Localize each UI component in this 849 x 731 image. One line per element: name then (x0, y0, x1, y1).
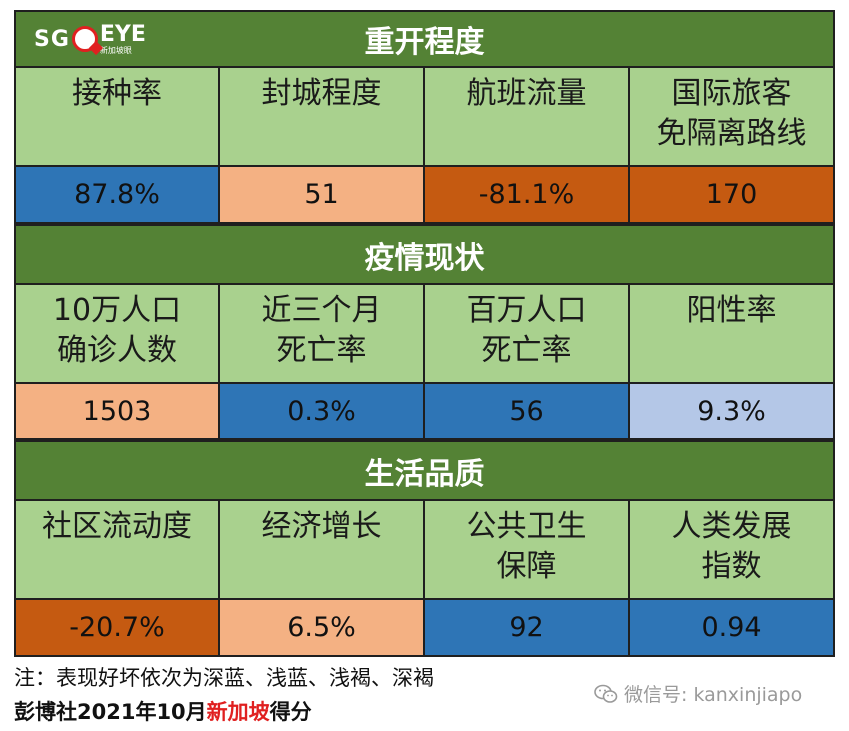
magnifier-icon (71, 26, 98, 52)
label-healthcare-coverage: 公共卫生 保障 (425, 501, 628, 598)
value-flight-capacity: -81.1% (425, 167, 628, 222)
value-vaccination-rate: 87.8% (16, 167, 218, 222)
value-vaccinated-travel-routes: 170 (630, 167, 833, 222)
label-lockdown-severity: 封城程度 (220, 68, 423, 165)
label-line: 社区流动度 (42, 509, 192, 544)
source-suffix: 得分 (269, 700, 312, 724)
label-human-development-index: 人类发展 指数 (630, 501, 833, 598)
value-deaths-per-million: 56 (425, 384, 628, 438)
score-table: 重开程度 接种率 封城程度 航班流量 国际旅客 免隔离路线 87.8% 51 -… (14, 10, 835, 657)
label-line: 保障 (496, 549, 557, 584)
label-line: 指数 (701, 549, 762, 584)
section-reopening: 重开程度 接种率 封城程度 航班流量 国际旅客 免隔离路线 87.8% 51 -… (14, 10, 835, 224)
value-healthcare-coverage: 92 (425, 600, 628, 655)
label-line: 人类发展 (671, 509, 792, 544)
value-three-month-fatality: 0.3% (220, 384, 423, 438)
label-line: 经济增长 (261, 509, 382, 544)
wechat-icon (594, 684, 618, 703)
value-economic-growth: 6.5% (220, 600, 423, 655)
logo-subtitle: 新加坡眼 (99, 45, 132, 55)
value-community-mobility: -20.7% (16, 600, 218, 655)
value-positive-rate: 9.3% (630, 384, 833, 438)
label-deaths-per-million: 百万人口 死亡率 (425, 285, 628, 382)
label-line: 接种率 (72, 76, 162, 111)
label-vaccination-rate: 接种率 (16, 68, 218, 165)
wechat-watermark: 微信号: kanxinjiapo (594, 680, 802, 707)
logo-eye-group: EYE 新加坡眼 (99, 21, 146, 55)
value-lockdown-severity: 51 (220, 167, 423, 222)
section-title: 重开程度 (16, 12, 833, 66)
label-positive-rate: 阳性率 (630, 285, 833, 382)
label-line: 阳性率 (686, 293, 777, 328)
label-line: 百万人口 (466, 293, 587, 328)
label-line: 确诊人数 (57, 333, 177, 368)
legend-note: 注：表现好坏依次为深蓝、浅蓝、浅褐、深褐 (14, 666, 434, 690)
value-cases-per-100k: 1503 (16, 384, 218, 438)
sgeye-logo: SG EYE 新加坡眼 (34, 22, 146, 56)
label-line: 公共卫生 (466, 509, 587, 544)
value-human-development-index: 0.94 (630, 600, 833, 655)
label-line: 国际旅客 (671, 76, 792, 111)
source-highlight: 新加坡 (206, 700, 270, 724)
label-line: 死亡率 (276, 333, 367, 368)
label-line: 10万人口 (52, 293, 182, 328)
section-title: 疫情现状 (16, 226, 833, 283)
label-line: 免隔离路线 (656, 116, 807, 151)
label-three-month-fatality: 近三个月 死亡率 (220, 285, 423, 382)
section-covid-status: 疫情现状 10万人口 确诊人数 近三个月 死亡率 百万人口 死亡率 阳性率 15… (14, 224, 835, 440)
logo-sg-text: SG (34, 26, 70, 52)
wechat-id: 微信号: kanxinjiapo (624, 684, 803, 706)
logo-eye-text: EYE (99, 21, 146, 47)
label-economic-growth: 经济增长 (220, 501, 423, 598)
section-quality-of-life: 生活品质 社区流动度 经济增长 公共卫生 保障 人类发展 指数 -20.7% 6… (14, 440, 835, 657)
label-flight-capacity: 航班流量 (425, 68, 628, 165)
label-line: 封城程度 (261, 76, 382, 111)
section-title: 生活品质 (16, 442, 833, 499)
label-cases-per-100k: 10万人口 确诊人数 (16, 285, 218, 382)
source-prefix: 彭博社2021年10月 (14, 700, 207, 724)
label-vaccinated-travel-routes: 国际旅客 免隔离路线 (630, 68, 833, 165)
label-community-mobility: 社区流动度 (16, 501, 218, 598)
label-line: 近三个月 (261, 293, 382, 328)
label-line: 航班流量 (466, 76, 587, 111)
source-line: 彭博社2021年10月新加坡得分 (14, 696, 312, 726)
label-line: 死亡率 (481, 333, 572, 368)
